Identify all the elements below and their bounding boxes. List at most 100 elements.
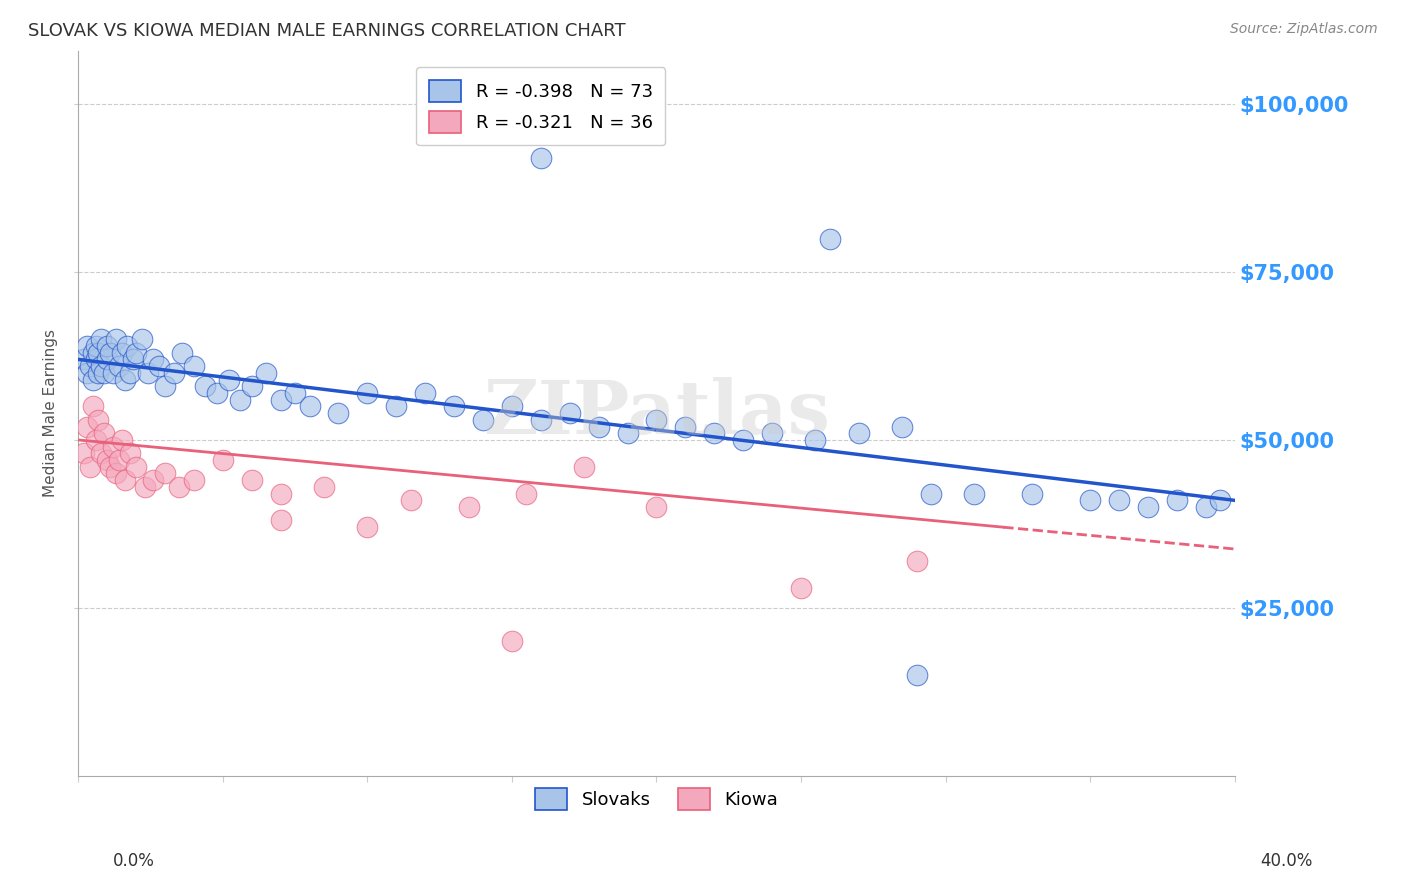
Point xyxy=(515,486,537,500)
Y-axis label: Median Male Earnings: Median Male Earnings xyxy=(44,329,58,497)
Point xyxy=(645,413,668,427)
Point xyxy=(558,406,581,420)
Point xyxy=(501,400,523,414)
Point xyxy=(142,473,165,487)
Point xyxy=(804,433,827,447)
Point xyxy=(818,231,841,245)
Point xyxy=(284,386,307,401)
Point xyxy=(96,453,118,467)
Point xyxy=(1166,493,1188,508)
Point xyxy=(76,366,98,380)
Point xyxy=(790,581,813,595)
Point xyxy=(312,480,335,494)
Point xyxy=(530,413,553,427)
Point xyxy=(703,426,725,441)
Point xyxy=(104,467,127,481)
Point xyxy=(98,459,121,474)
Point xyxy=(229,392,252,407)
Point xyxy=(172,345,194,359)
Point xyxy=(472,413,495,427)
Point xyxy=(356,386,378,401)
Point xyxy=(905,668,928,682)
Point xyxy=(117,339,139,353)
Point xyxy=(183,473,205,487)
Point xyxy=(122,352,145,367)
Point xyxy=(457,500,479,514)
Text: Source: ZipAtlas.com: Source: ZipAtlas.com xyxy=(1230,22,1378,37)
Point xyxy=(298,400,321,414)
Point xyxy=(905,554,928,568)
Point xyxy=(111,433,134,447)
Point xyxy=(761,426,783,441)
Point xyxy=(673,419,696,434)
Text: SLOVAK VS KIOWA MEDIAN MALE EARNINGS CORRELATION CHART: SLOVAK VS KIOWA MEDIAN MALE EARNINGS COR… xyxy=(28,22,626,40)
Point xyxy=(733,433,755,447)
Point xyxy=(240,379,263,393)
Point xyxy=(270,392,292,407)
Point xyxy=(79,359,101,373)
Point xyxy=(96,339,118,353)
Legend: Slovaks, Kiowa: Slovaks, Kiowa xyxy=(527,780,786,817)
Point xyxy=(84,339,107,353)
Point xyxy=(107,453,129,467)
Point xyxy=(616,426,638,441)
Point xyxy=(1108,493,1130,508)
Point xyxy=(148,359,170,373)
Point xyxy=(82,400,104,414)
Point xyxy=(76,339,98,353)
Point xyxy=(218,372,240,386)
Point xyxy=(413,386,436,401)
Point xyxy=(101,440,124,454)
Point xyxy=(211,453,233,467)
Point xyxy=(82,372,104,386)
Point xyxy=(120,366,142,380)
Point xyxy=(848,426,870,441)
Point xyxy=(1021,486,1043,500)
Point xyxy=(96,352,118,367)
Point xyxy=(107,359,129,373)
Point xyxy=(93,426,115,441)
Point xyxy=(1195,500,1218,514)
Point xyxy=(205,386,228,401)
Point xyxy=(136,366,159,380)
Point xyxy=(87,345,110,359)
Point xyxy=(84,433,107,447)
Text: ZIPatlas: ZIPatlas xyxy=(482,376,830,450)
Point xyxy=(328,406,350,420)
Point xyxy=(111,345,134,359)
Point xyxy=(1136,500,1159,514)
Point xyxy=(169,480,191,494)
Point xyxy=(114,473,136,487)
Point xyxy=(87,413,110,427)
Point xyxy=(101,366,124,380)
Point xyxy=(134,480,156,494)
Point xyxy=(1209,493,1232,508)
Point xyxy=(270,513,292,527)
Point xyxy=(142,352,165,367)
Point xyxy=(443,400,465,414)
Point xyxy=(963,486,986,500)
Point xyxy=(93,366,115,380)
Point xyxy=(76,419,98,434)
Point xyxy=(87,366,110,380)
Point xyxy=(90,446,112,460)
Point xyxy=(82,345,104,359)
Point xyxy=(125,345,148,359)
Point xyxy=(104,332,127,346)
Point xyxy=(385,400,408,414)
Point xyxy=(114,372,136,386)
Point xyxy=(240,473,263,487)
Point xyxy=(356,520,378,534)
Point xyxy=(572,459,595,474)
Point xyxy=(90,332,112,346)
Point xyxy=(79,459,101,474)
Text: 40.0%: 40.0% xyxy=(1260,852,1313,870)
Text: 0.0%: 0.0% xyxy=(112,852,155,870)
Point xyxy=(163,366,186,380)
Point xyxy=(73,352,96,367)
Point xyxy=(194,379,217,393)
Point xyxy=(530,151,553,165)
Point xyxy=(270,486,292,500)
Point xyxy=(73,446,96,460)
Point xyxy=(125,459,148,474)
